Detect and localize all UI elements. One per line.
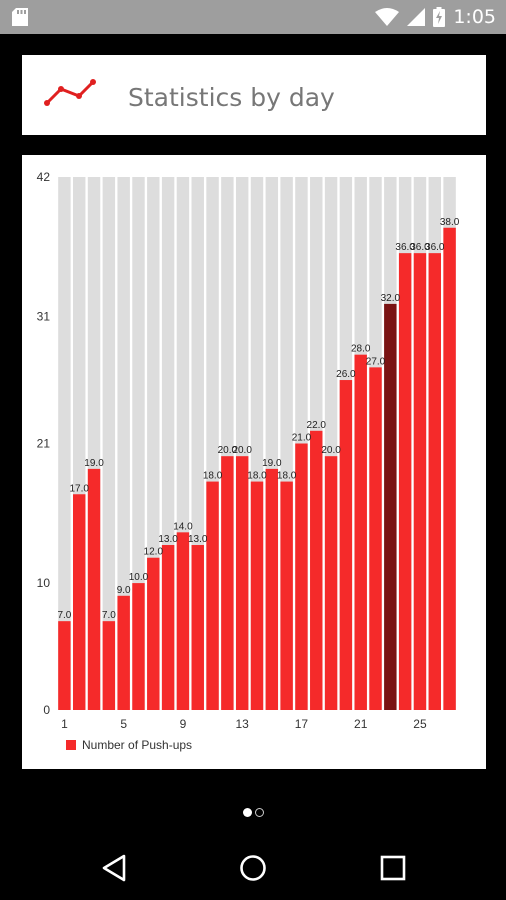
battery-charging-icon xyxy=(433,7,446,27)
data-bar xyxy=(117,595,130,710)
bar-value-label: 36.0 xyxy=(395,242,415,253)
recents-square-icon xyxy=(380,855,406,881)
bar-value-label: 14.0 xyxy=(173,521,193,532)
bar-value-label: 18.0 xyxy=(203,471,223,482)
recents-button[interactable] xyxy=(373,848,413,888)
x-tick-label: 13 xyxy=(236,717,250,731)
data-bar xyxy=(280,481,293,710)
status-bar: 1:05 xyxy=(0,0,506,34)
status-time: 1:05 xyxy=(453,6,496,28)
data-bar xyxy=(250,481,264,710)
data-bar xyxy=(339,380,353,710)
bar-value-label: 10.0 xyxy=(129,572,149,583)
chart-card: 0 10 21 31 42 7.0 17.0 19.0 7.0 9.0 10.0 12.0 13.0 14… xyxy=(22,155,486,769)
background-bar xyxy=(117,177,130,710)
legend-swatch xyxy=(66,740,76,750)
x-tick-label: 9 xyxy=(180,717,187,731)
bar-value-label: 20.0 xyxy=(321,445,341,456)
y-tick-label: 42 xyxy=(37,170,51,184)
data-bar xyxy=(235,456,249,710)
trend-line-icon xyxy=(44,79,96,106)
back-triangle-icon xyxy=(102,854,126,882)
data-bar xyxy=(102,621,116,710)
x-tick-label: 5 xyxy=(120,717,127,731)
background-bar xyxy=(102,177,116,710)
bar-value-label: 21.0 xyxy=(292,433,312,444)
x-tick-label: 17 xyxy=(295,717,309,731)
bar-value-label: 36.0 xyxy=(425,242,445,253)
y-tick-label: 31 xyxy=(37,310,51,324)
data-bar xyxy=(87,468,101,710)
bar-value-label: 12.0 xyxy=(144,547,164,558)
data-bar xyxy=(369,367,382,710)
bar-value-label: 36.0 xyxy=(410,242,430,253)
data-bar xyxy=(132,583,145,710)
y-tick-label: 21 xyxy=(37,437,51,451)
data-bar xyxy=(191,545,204,710)
data-bar xyxy=(58,621,71,710)
bar-value-label: 13.0 xyxy=(158,534,178,545)
data-bar xyxy=(221,456,234,710)
home-circle-icon xyxy=(240,855,266,881)
data-bar xyxy=(428,253,441,710)
signal-icon xyxy=(407,8,426,26)
data-bar xyxy=(354,354,367,710)
data-bar xyxy=(206,481,219,710)
page-title: Statistics by day xyxy=(128,83,335,112)
bar-value-label: 19.0 xyxy=(262,458,282,469)
bar-value-label: 9.0 xyxy=(117,585,131,596)
bar-value-label: 27.0 xyxy=(366,356,386,367)
back-button[interactable] xyxy=(94,848,134,888)
bar-value-label: 26.0 xyxy=(336,369,356,380)
background-bar xyxy=(132,177,145,710)
data-bar xyxy=(398,253,412,710)
push-ups-bar-chart: 0 10 21 31 42 7.0 17.0 19.0 7.0 9.0 10.0 12.0 13.0 14… xyxy=(37,170,460,752)
header-card: Statistics by day xyxy=(22,55,486,135)
background-bar xyxy=(58,177,71,710)
bar-value-label: 22.0 xyxy=(307,420,327,431)
bar-value-label: 19.0 xyxy=(84,458,104,469)
data-bar xyxy=(295,443,308,710)
y-tick-label: 10 xyxy=(37,576,51,590)
data-bar xyxy=(265,468,279,710)
y-tick-label: 0 xyxy=(43,703,50,717)
sd-card-icon xyxy=(12,8,28,26)
bar-value-label: 7.0 xyxy=(57,610,71,621)
bar-value-label: 32.0 xyxy=(381,293,401,304)
bar-value-label: 20.0 xyxy=(218,445,238,456)
bar-value-label: 20.0 xyxy=(232,445,252,456)
bar-value-label: 28.0 xyxy=(351,344,371,355)
bar-value-label: 13.0 xyxy=(188,534,208,545)
navigation-bar xyxy=(0,833,506,900)
bar-value-label: 18.0 xyxy=(247,471,267,482)
page-indicator xyxy=(0,808,506,822)
page-dot-inactive[interactable] xyxy=(254,808,264,817)
data-bar xyxy=(176,532,190,710)
data-bar xyxy=(413,253,427,710)
x-tick-label: 21 xyxy=(354,717,368,731)
x-tick-label: 1 xyxy=(61,717,68,731)
page-dot-active[interactable] xyxy=(242,808,252,817)
data-bar xyxy=(324,456,338,710)
bar-value-label: 17.0 xyxy=(69,483,89,494)
home-button[interactable] xyxy=(233,848,273,888)
data-bar xyxy=(147,557,160,710)
x-tick-label: 25 xyxy=(413,717,427,731)
bar-value-label: 7.0 xyxy=(102,610,116,621)
data-bar xyxy=(310,430,323,710)
bar-value-label: 18.0 xyxy=(277,471,297,482)
data-bar xyxy=(73,494,86,710)
bar-value-label: 38.0 xyxy=(440,217,460,228)
data-bar xyxy=(161,545,175,710)
data-bar xyxy=(384,303,397,710)
legend-label: Number of Push-ups xyxy=(82,738,192,752)
wifi-icon xyxy=(375,8,400,26)
data-bar xyxy=(443,227,456,710)
